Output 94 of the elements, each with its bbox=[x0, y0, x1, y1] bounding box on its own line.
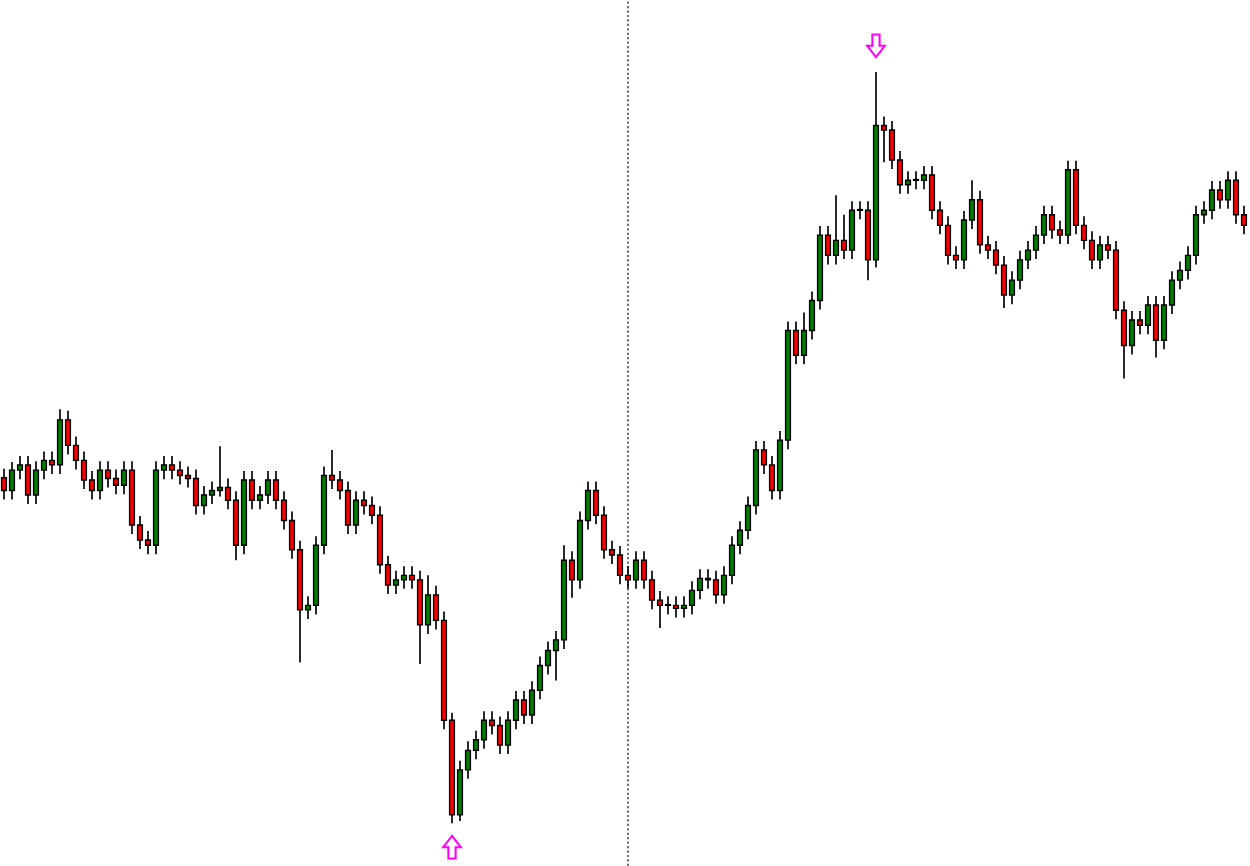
candlestick bbox=[392, 569, 400, 595]
candlestick bbox=[672, 595, 680, 619]
candlestick bbox=[520, 690, 528, 725]
candlestick bbox=[40, 450, 48, 481]
candlestick bbox=[360, 490, 368, 516]
candlestick bbox=[712, 569, 720, 605]
candlestick bbox=[952, 245, 960, 270]
candlestick bbox=[512, 690, 520, 731]
candlestick bbox=[680, 595, 688, 619]
candlestick bbox=[616, 545, 624, 586]
candlestick bbox=[1216, 180, 1224, 210]
candlestick bbox=[1144, 295, 1152, 336]
candlestick bbox=[200, 485, 208, 516]
candlestick bbox=[912, 170, 920, 191]
candlestick bbox=[856, 200, 864, 221]
candlestick bbox=[256, 485, 264, 511]
candlestick bbox=[408, 565, 416, 590]
candlestick bbox=[336, 470, 344, 501]
candlestick bbox=[1016, 250, 1024, 291]
candlestick bbox=[632, 550, 640, 590]
candlestick bbox=[984, 235, 992, 260]
candlestick bbox=[992, 240, 1000, 275]
candlestick bbox=[120, 460, 128, 496]
candlestick bbox=[568, 550, 576, 599]
candlestick bbox=[832, 194, 840, 266]
candlestick bbox=[824, 225, 832, 266]
candlestick bbox=[368, 495, 376, 526]
candlestick bbox=[1080, 215, 1088, 251]
candlestick bbox=[80, 450, 88, 490]
candlestick bbox=[1048, 204, 1056, 240]
candlestick bbox=[1040, 204, 1048, 245]
candlestick bbox=[1104, 235, 1112, 260]
candlestick bbox=[688, 580, 696, 616]
candlestick bbox=[704, 568, 712, 590]
candlestick bbox=[16, 455, 24, 481]
candlestick bbox=[48, 450, 56, 475]
candlestick bbox=[936, 200, 944, 236]
candlestick bbox=[88, 470, 96, 501]
candlestick bbox=[400, 565, 408, 590]
candlestick bbox=[248, 470, 256, 511]
candlestick bbox=[464, 740, 472, 780]
candlestick bbox=[968, 179, 976, 230]
candlestick bbox=[1240, 204, 1248, 236]
candlestick bbox=[208, 480, 216, 505]
candlestick bbox=[0, 467, 8, 501]
candlestick bbox=[104, 460, 112, 489]
candlestick bbox=[96, 460, 104, 501]
candlestick bbox=[1136, 310, 1144, 336]
candlestick bbox=[696, 568, 704, 601]
candlestick bbox=[552, 630, 560, 682]
candlestick bbox=[160, 455, 168, 481]
candlestick bbox=[384, 554, 392, 595]
candlestick bbox=[264, 470, 272, 505]
candlestick bbox=[176, 460, 184, 486]
candlestick bbox=[272, 470, 280, 511]
candlestick bbox=[1056, 219, 1064, 245]
candlestick bbox=[472, 729, 480, 761]
candlestick bbox=[488, 710, 496, 736]
candlestick bbox=[640, 550, 648, 590]
candlestick bbox=[664, 595, 672, 616]
candlestick bbox=[496, 715, 504, 755]
candlestick bbox=[216, 445, 224, 498]
candlestick bbox=[720, 565, 728, 605]
candlestick bbox=[736, 520, 744, 556]
candlestick bbox=[1224, 170, 1232, 210]
candlestick bbox=[136, 515, 144, 550]
candlestick bbox=[304, 595, 312, 620]
candlestick bbox=[760, 440, 768, 475]
candlestick bbox=[328, 449, 336, 490]
candlestick bbox=[224, 477, 232, 511]
candlestick bbox=[840, 213, 848, 260]
candlestick bbox=[168, 455, 176, 481]
candlestick bbox=[1200, 200, 1208, 225]
candlestick bbox=[144, 530, 152, 556]
candlestick bbox=[112, 468, 120, 496]
candlestick bbox=[608, 539, 616, 565]
candlestick bbox=[280, 490, 288, 531]
candlestick bbox=[1088, 230, 1096, 270]
candlestick bbox=[72, 435, 80, 471]
candlestick bbox=[920, 165, 928, 191]
candlestick bbox=[184, 465, 192, 489]
candlestick bbox=[1024, 240, 1032, 270]
candlestick bbox=[1008, 270, 1016, 306]
candlestick bbox=[544, 640, 552, 676]
candlestick bbox=[656, 590, 664, 629]
candlestick bbox=[1096, 235, 1104, 270]
candlestick bbox=[1176, 260, 1184, 291]
candlestick bbox=[1032, 225, 1040, 260]
candlestick bbox=[8, 461, 16, 501]
candlestick bbox=[480, 710, 488, 750]
candlestick bbox=[1208, 180, 1216, 221]
candlestick bbox=[1184, 245, 1192, 281]
candlestick bbox=[880, 115, 888, 164]
candlestick bbox=[648, 569, 656, 610]
